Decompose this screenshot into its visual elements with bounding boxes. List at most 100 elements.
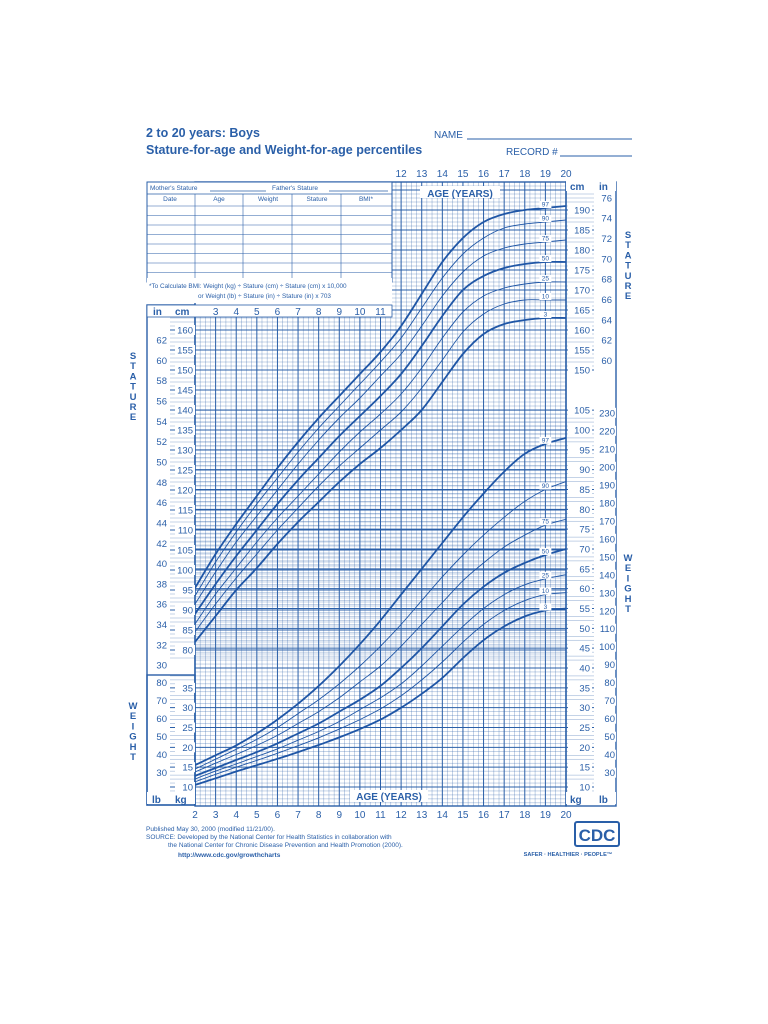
weight-vertical-left-letter: W [129, 701, 138, 712]
right-kg-tick-100: 100 [574, 426, 590, 437]
left-in-tick-40: 40 [156, 559, 167, 570]
stature-vertical-left-letter: U [130, 392, 137, 403]
right-in-tick-62: 62 [601, 336, 612, 347]
upper-age-tick-4: 4 [233, 307, 239, 318]
left-in-tick-50: 50 [156, 458, 167, 469]
stature-vertical-left-letter: S [130, 351, 136, 362]
right-kg-tick-40: 40 [579, 664, 590, 675]
right-in-tick-76: 76 [601, 193, 612, 204]
bmi-note-line2: or Weight (lb) ÷ Stature (in) ÷ Stature … [198, 293, 331, 300]
right-kg-tick-85: 85 [579, 485, 590, 496]
top-age-tick-17: 17 [499, 169, 511, 180]
bottom-age-tick-6: 6 [275, 810, 281, 821]
weight-percentile-label-75: 75 [542, 519, 550, 526]
weight-curve-p10 [194, 592, 567, 783]
right-cm-tick-160: 160 [574, 326, 590, 337]
left-lb-tick-60: 60 [156, 714, 167, 725]
top-age-tick-13: 13 [416, 169, 428, 180]
stature-percentile-label-90: 90 [542, 216, 550, 223]
right-kg-tick-80: 80 [579, 505, 590, 516]
upper-age-tick-11: 11 [375, 307, 386, 318]
stature-curve-p25 [194, 281, 567, 625]
chart-grid [146, 181, 617, 807]
left-in-tick-58: 58 [156, 376, 167, 387]
right-cm-tick-155: 155 [574, 346, 590, 357]
right-cm-tick-175: 175 [574, 266, 590, 277]
right-kg-tick-60: 60 [579, 584, 590, 595]
cdc-logo-text: CDC [579, 826, 616, 845]
right-lb-tick-50: 50 [604, 732, 615, 743]
right-kg-tick-65: 65 [579, 564, 590, 575]
upper-age-tick-8: 8 [316, 307, 322, 318]
right-lb-tick-90: 90 [604, 660, 615, 671]
right-kg-tick-105: 105 [574, 406, 590, 417]
left-in-tick-62: 62 [156, 336, 167, 347]
age-years-label-top: AGE (YEARS) [427, 189, 493, 200]
mothers-stature-label: Mother's Stature [150, 185, 198, 192]
bottom-age-tick-11: 11 [375, 810, 386, 821]
right-kg-tick-55: 55 [579, 604, 590, 615]
chart-subtitle: Stature-for-age and Weight-for-age perce… [146, 143, 422, 157]
stature-vertical-right-letter: T [625, 240, 631, 251]
right-lb-tick-110: 110 [600, 624, 615, 635]
left-cm-tick-145: 145 [177, 386, 193, 397]
left-cm-tick-135: 135 [177, 426, 193, 437]
left-in-tick-60: 60 [156, 356, 167, 367]
stature-curve-p50 [194, 260, 567, 615]
right-cm-tick-185: 185 [574, 226, 590, 237]
stature-curve-p75 [194, 239, 567, 605]
bottom-age-tick-15: 15 [457, 810, 469, 821]
left-lb-tick-40: 40 [156, 750, 167, 761]
left-cm-tick-125: 125 [177, 466, 193, 477]
right-kg-tick-35: 35 [579, 683, 590, 694]
weight-curve-p97 [194, 437, 567, 766]
left-kg-tick-15: 15 [182, 763, 193, 774]
top-age-ticks: 12 13 14 15 16 17 18 19 20 [396, 169, 572, 180]
right-lb-unit: lb [599, 795, 608, 806]
table-rows[interactable] [147, 194, 392, 278]
stature-vertical-left-letter: T [130, 361, 136, 372]
right-lb-tick-40: 40 [604, 750, 615, 761]
left-in-tick-46: 46 [156, 498, 167, 509]
bottom-age-tick-8: 8 [316, 810, 322, 821]
left-in-tick-32: 32 [156, 640, 167, 651]
upper-age-tick-6: 6 [275, 307, 281, 318]
right-kg-tick-70: 70 [579, 545, 590, 556]
left-cm-tick-120: 120 [177, 486, 193, 497]
weight-curve-p75 [194, 518, 567, 773]
stature-curve-p10 [194, 299, 566, 633]
left-kg-unit: kg [175, 795, 187, 806]
source-url[interactable]: http://www.cdc.gov/growthcharts [178, 852, 281, 859]
right-lb-tick-100: 100 [599, 642, 615, 653]
right-cm-tick-165: 165 [574, 306, 590, 317]
left-in-tick-56: 56 [156, 397, 167, 408]
right-kg-tick-20: 20 [579, 743, 590, 754]
right-in-tick-66: 66 [601, 295, 612, 306]
fathers-stature-label: Father's Stature [272, 185, 318, 192]
stature-vertical-right-letter: U [625, 271, 632, 282]
left-kg-tick-20: 20 [182, 743, 193, 754]
bottom-age-tick-3: 3 [213, 810, 219, 821]
left-in-tick-38: 38 [156, 579, 167, 590]
stature-percentile-label-3: 3 [544, 312, 548, 319]
bottom-age-tick-2: 2 [192, 810, 198, 821]
name-label: NAME [434, 130, 463, 141]
chart-title: 2 to 20 years: Boys [146, 126, 260, 140]
top-age-tick-15: 15 [457, 169, 469, 180]
stature-vertical-right-letter: T [625, 261, 631, 272]
left-lb-unit: lb [152, 795, 161, 806]
left-cm-tick-105: 105 [177, 546, 193, 557]
upper-age-tick-3: 3 [213, 307, 219, 318]
stature-percentile-label-25: 25 [542, 276, 550, 283]
col-stature: Stature [307, 196, 328, 203]
left-in-tick-44: 44 [156, 518, 167, 529]
right-lb-tick-200: 200 [599, 462, 615, 473]
stature-vertical-right-letter: A [625, 250, 632, 261]
weight-percentile-label-50: 50 [542, 548, 550, 555]
weight-curve-p90 [194, 481, 567, 770]
